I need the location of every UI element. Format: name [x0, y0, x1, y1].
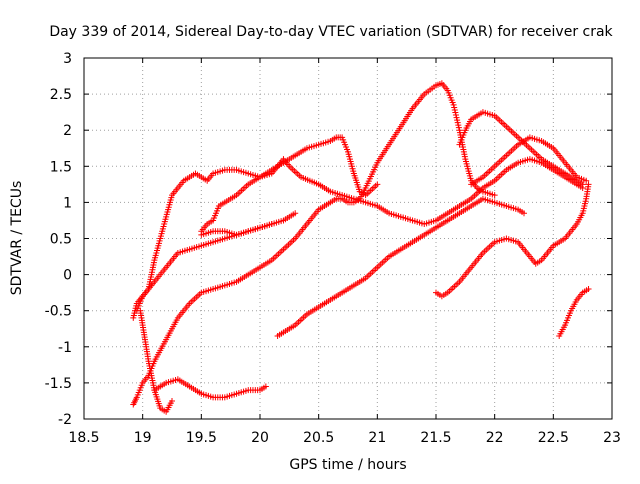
points-layer [130, 80, 592, 415]
data-point [374, 181, 381, 188]
y-tick-label: 0 [63, 268, 72, 284]
x-tick-label: 21.5 [420, 430, 451, 446]
x-tick-label: 20.5 [303, 430, 334, 446]
y-tick-label: 1 [63, 195, 72, 211]
data-point [454, 119, 461, 126]
series-arc-12 [198, 221, 275, 238]
x-tick-label: 21 [368, 430, 386, 446]
data-point [491, 192, 498, 199]
data-point [455, 124, 462, 131]
data-point [451, 106, 458, 113]
y-tick-label: 1.5 [50, 159, 72, 175]
data-point [451, 104, 458, 111]
x-tick-label: 18.5 [68, 430, 99, 446]
data-point [583, 177, 590, 184]
x-tick-label: 19 [134, 430, 152, 446]
series-arc-4 [151, 376, 269, 401]
data-point [521, 210, 527, 217]
series-arc-2 [130, 80, 498, 408]
y-tick-label: 2 [63, 123, 72, 139]
data-point [292, 210, 299, 217]
data-point [453, 114, 460, 121]
series-arc-8 [556, 286, 592, 339]
y-tick-label: 3 [63, 51, 72, 67]
data-point [169, 397, 175, 404]
y-tick-label: -2 [58, 412, 72, 428]
x-tick-label: 20 [251, 430, 269, 446]
y-tick-label: -1.5 [45, 376, 72, 392]
y-tick-label: -1 [58, 340, 72, 356]
data-point [452, 112, 459, 119]
x-axis-label: GPS time / hours [289, 457, 406, 473]
data-point [452, 109, 459, 116]
data-point [579, 181, 586, 188]
x-tick-label: 19.5 [186, 430, 217, 446]
series-arc-6 [274, 195, 527, 339]
y-tick-label: 2.5 [50, 87, 72, 103]
x-tick-label: 22 [486, 430, 504, 446]
series-arc-9 [468, 134, 590, 188]
chart-title: Day 339 of 2014, Sidereal Day-to-day VTE… [49, 24, 613, 40]
series-arc-10 [456, 109, 586, 188]
data-point [454, 117, 461, 124]
tick-layer: 18.5 19 19.5 20 20.5 21 21.5 22 22.5 23-2-1.5-1-0… [45, 51, 621, 446]
data-point [268, 221, 275, 228]
y-tick-label: 0.5 [50, 232, 72, 248]
series-arc-11 [137, 307, 175, 415]
data-point [455, 122, 462, 129]
x-tick-label: 23 [603, 430, 621, 446]
y-tick-label: -0.5 [45, 304, 72, 320]
series-arc-3 [133, 210, 299, 314]
data-point [585, 286, 592, 293]
series-arc-7 [433, 181, 592, 300]
series-arc-5 [198, 134, 381, 235]
data-point [585, 181, 592, 188]
data-point [262, 383, 269, 390]
y-axis-label: SDTVAR / TECUs [9, 181, 25, 296]
x-tick-label: 22.5 [538, 430, 569, 446]
data-point [450, 101, 457, 108]
